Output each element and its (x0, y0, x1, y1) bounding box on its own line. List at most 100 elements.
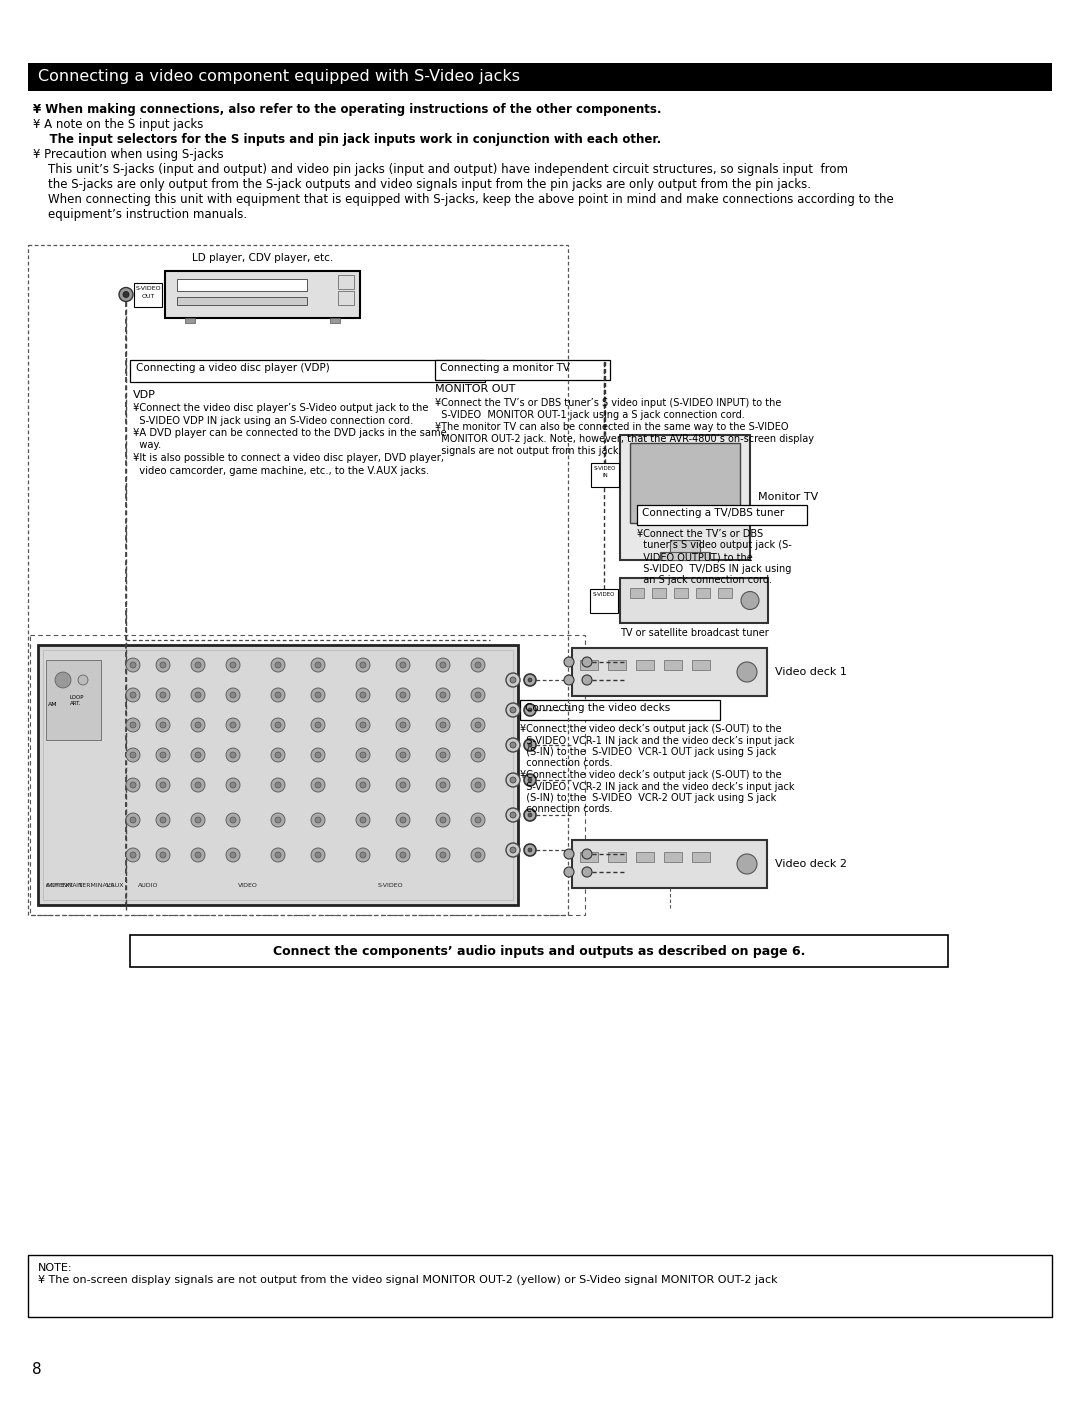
Text: ¥It is also possible to connect a video disc player, DVD player,: ¥It is also possible to connect a video … (133, 453, 444, 462)
Circle shape (400, 722, 406, 729)
Circle shape (230, 752, 237, 758)
Bar (435, 360, 610, 380)
Text: Connecting a video disc player (VDP): Connecting a video disc player (VDP) (136, 363, 329, 373)
Text: VIDEO: VIDEO (238, 883, 258, 888)
Bar (696, 588, 710, 598)
Circle shape (315, 692, 321, 698)
Circle shape (436, 848, 450, 862)
Circle shape (160, 782, 166, 787)
Circle shape (230, 692, 237, 698)
Text: connection cords.: connection cords. (519, 804, 612, 814)
Circle shape (226, 688, 240, 702)
Bar (664, 660, 681, 670)
Text: When connecting this unit with equipment that is equipped with S-jacks, keep the: When connecting this unit with equipment… (33, 193, 894, 206)
Circle shape (191, 848, 205, 862)
Bar (636, 660, 654, 670)
Circle shape (400, 663, 406, 668)
Circle shape (315, 782, 321, 787)
Circle shape (271, 717, 285, 731)
Text: 6CH EXT. IN: 6CH EXT. IN (46, 883, 83, 888)
Text: ANTENNA TERMINALS: ANTENNA TERMINALS (46, 883, 114, 888)
Bar (519, 700, 720, 720)
Circle shape (156, 658, 170, 672)
Text: VIDEO OUTPUT) to the: VIDEO OUTPUT) to the (637, 552, 753, 562)
Circle shape (195, 692, 201, 698)
Circle shape (524, 843, 536, 856)
Bar (590, 588, 618, 612)
Circle shape (156, 748, 170, 762)
Circle shape (126, 748, 140, 762)
Circle shape (440, 752, 446, 758)
Circle shape (226, 848, 240, 862)
Text: way.: way. (133, 440, 161, 451)
Text: NOTE:
¥ The on-screen display signals are not output from the video signal MONIT: NOTE: ¥ The on-screen display signals ar… (38, 1262, 778, 1285)
Circle shape (160, 852, 166, 857)
Circle shape (226, 778, 240, 792)
Circle shape (471, 748, 485, 762)
Text: AUDIO: AUDIO (138, 883, 159, 888)
Circle shape (564, 867, 573, 877)
Circle shape (130, 782, 136, 787)
Circle shape (191, 658, 205, 672)
Text: Connecting a monitor TV: Connecting a monitor TV (440, 363, 570, 373)
Text: ¥Connect the TV’s or DBS: ¥Connect the TV’s or DBS (637, 530, 764, 539)
Circle shape (356, 658, 370, 672)
Text: S-VIDEO: S-VIDEO (593, 591, 616, 597)
Circle shape (143, 296, 153, 305)
Bar (46, 660, 102, 740)
Text: Connecting a TV/DBS tuner: Connecting a TV/DBS tuner (642, 509, 784, 518)
Circle shape (396, 848, 410, 862)
Text: an S jack connection cord.: an S jack connection cord. (637, 574, 772, 586)
Circle shape (524, 703, 536, 716)
Circle shape (311, 778, 325, 792)
Circle shape (360, 692, 366, 698)
Circle shape (471, 778, 485, 792)
Circle shape (475, 752, 481, 758)
Circle shape (160, 692, 166, 698)
Circle shape (475, 722, 481, 729)
Circle shape (156, 813, 170, 827)
Circle shape (195, 852, 201, 857)
Text: ¥Connect the TV’s or DBS tuner’s S video input (S-VIDEO INPUT) to the: ¥Connect the TV’s or DBS tuner’s S video… (435, 398, 781, 408)
Text: S-VIDEO  TV/DBS IN jack using: S-VIDEO TV/DBS IN jack using (637, 563, 792, 573)
Circle shape (311, 717, 325, 731)
Circle shape (160, 722, 166, 729)
Circle shape (271, 688, 285, 702)
Circle shape (275, 782, 281, 787)
Text: LD player, CDV player, etc.: LD player, CDV player, etc. (192, 254, 333, 263)
Circle shape (126, 658, 140, 672)
Text: ¥ Precaution when using S-jacks: ¥ Precaution when using S-jacks (33, 149, 224, 161)
Circle shape (271, 658, 285, 672)
Circle shape (737, 663, 757, 682)
Circle shape (400, 692, 406, 698)
Bar (165, 270, 360, 318)
Circle shape (436, 748, 450, 762)
Circle shape (271, 778, 285, 792)
Circle shape (230, 817, 237, 822)
Bar (38, 644, 518, 905)
Circle shape (510, 848, 516, 853)
Text: Connect the components’ audio inputs and outputs as described on page 6.: Connect the components’ audio inputs and… (273, 944, 806, 957)
Circle shape (356, 813, 370, 827)
Circle shape (436, 688, 450, 702)
Circle shape (396, 778, 410, 792)
Circle shape (360, 817, 366, 822)
Circle shape (226, 658, 240, 672)
Circle shape (400, 752, 406, 758)
Circle shape (436, 658, 450, 672)
Circle shape (471, 813, 485, 827)
Circle shape (130, 692, 136, 698)
Circle shape (356, 778, 370, 792)
Circle shape (160, 663, 166, 668)
Circle shape (356, 717, 370, 731)
Bar (177, 297, 307, 305)
Circle shape (230, 722, 237, 729)
Circle shape (119, 287, 133, 301)
Circle shape (510, 743, 516, 748)
Circle shape (126, 778, 140, 792)
Text: Connecting the video decks: Connecting the video decks (525, 703, 671, 713)
Bar (185, 318, 195, 324)
Text: equipment’s instruction manuals.: equipment’s instruction manuals. (33, 207, 247, 221)
Bar (30, 635, 585, 915)
Circle shape (160, 817, 166, 822)
